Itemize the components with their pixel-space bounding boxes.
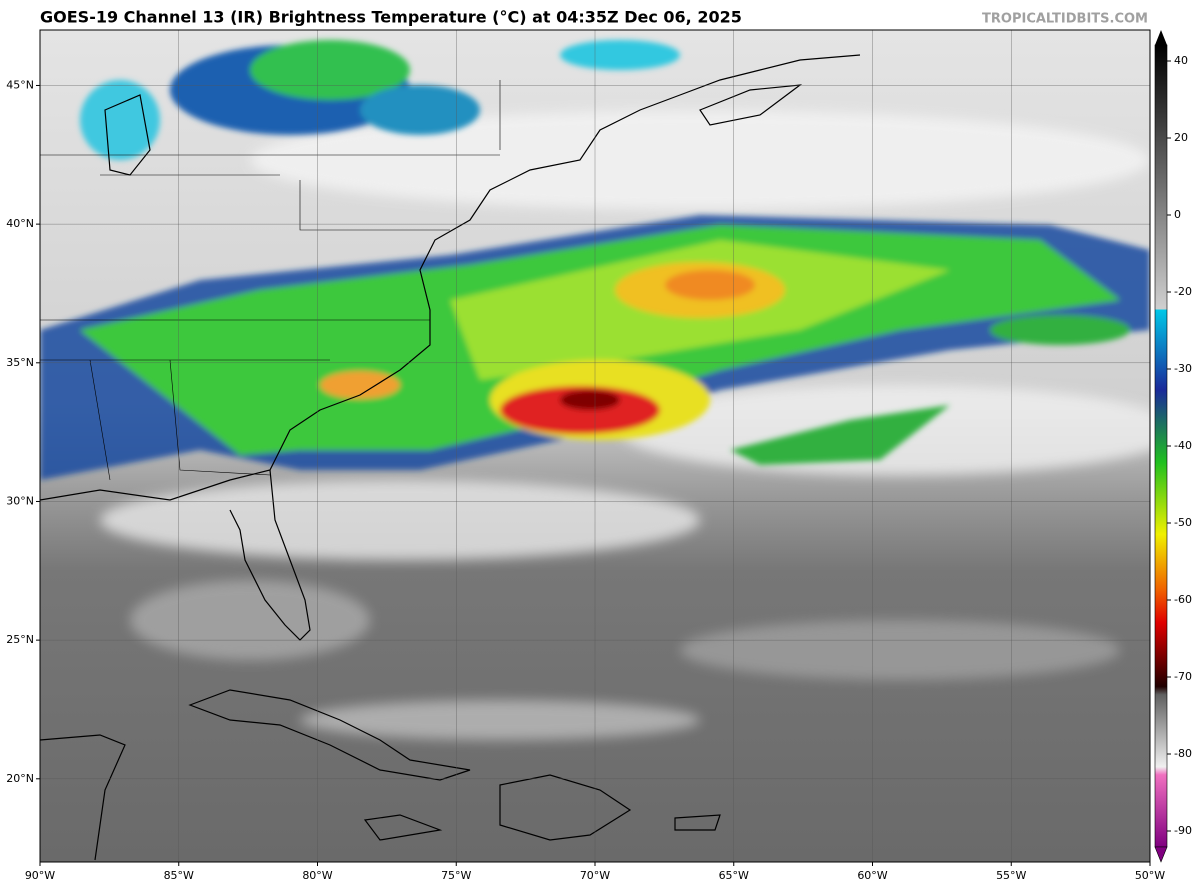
colorbar: [1154, 30, 1168, 863]
colorbar-tick-label: 0: [1174, 208, 1181, 221]
lat-tick-label: 45°N: [6, 78, 34, 91]
colorbar-tick-label: -40: [1174, 439, 1192, 452]
lon-tick-label: 75°W: [441, 869, 471, 882]
coastlines: [40, 54, 861, 861]
lon-tick-label: 55°W: [996, 869, 1026, 882]
colorbar-tick-label: -90: [1174, 824, 1192, 837]
colorbar-tick-label: -20: [1174, 285, 1192, 298]
borders: [40, 80, 501, 481]
lon-tick-label: 70°W: [580, 869, 610, 882]
lon-tick-label: 65°W: [719, 869, 749, 882]
colorbar-tick-label: 20: [1174, 131, 1188, 144]
credit: TROPICALTIDBITS.COM: [982, 12, 1148, 27]
lon-tick-label: 60°W: [857, 869, 887, 882]
lon-tick-label: 50°W: [1135, 869, 1165, 882]
lat-tick-label: 40°N: [6, 217, 34, 230]
lat-tick-label: 35°N: [6, 356, 34, 369]
colorbar-tick-label: 40: [1174, 54, 1188, 67]
lat-tick-label: 20°N: [6, 772, 34, 785]
colorbar-tick-label: -50: [1174, 516, 1192, 529]
title: GOES-19 Channel 13 (IR) Brightness Tempe…: [40, 8, 742, 27]
colorbar-tick-label: -30: [1174, 362, 1192, 375]
lon-tick-label: 85°W: [164, 869, 194, 882]
colorbar-tick-label: -80: [1174, 747, 1192, 760]
colorbar-tick-label: -60: [1174, 593, 1192, 606]
lon-tick-label: 80°W: [302, 869, 332, 882]
lon-tick-label: 90°W: [25, 869, 55, 882]
lat-tick-label: 25°N: [6, 633, 34, 646]
colorbar-tick-label: -70: [1174, 670, 1192, 683]
satellite-image: [40, 30, 1150, 862]
lat-tick-label: 30°N: [6, 494, 34, 507]
